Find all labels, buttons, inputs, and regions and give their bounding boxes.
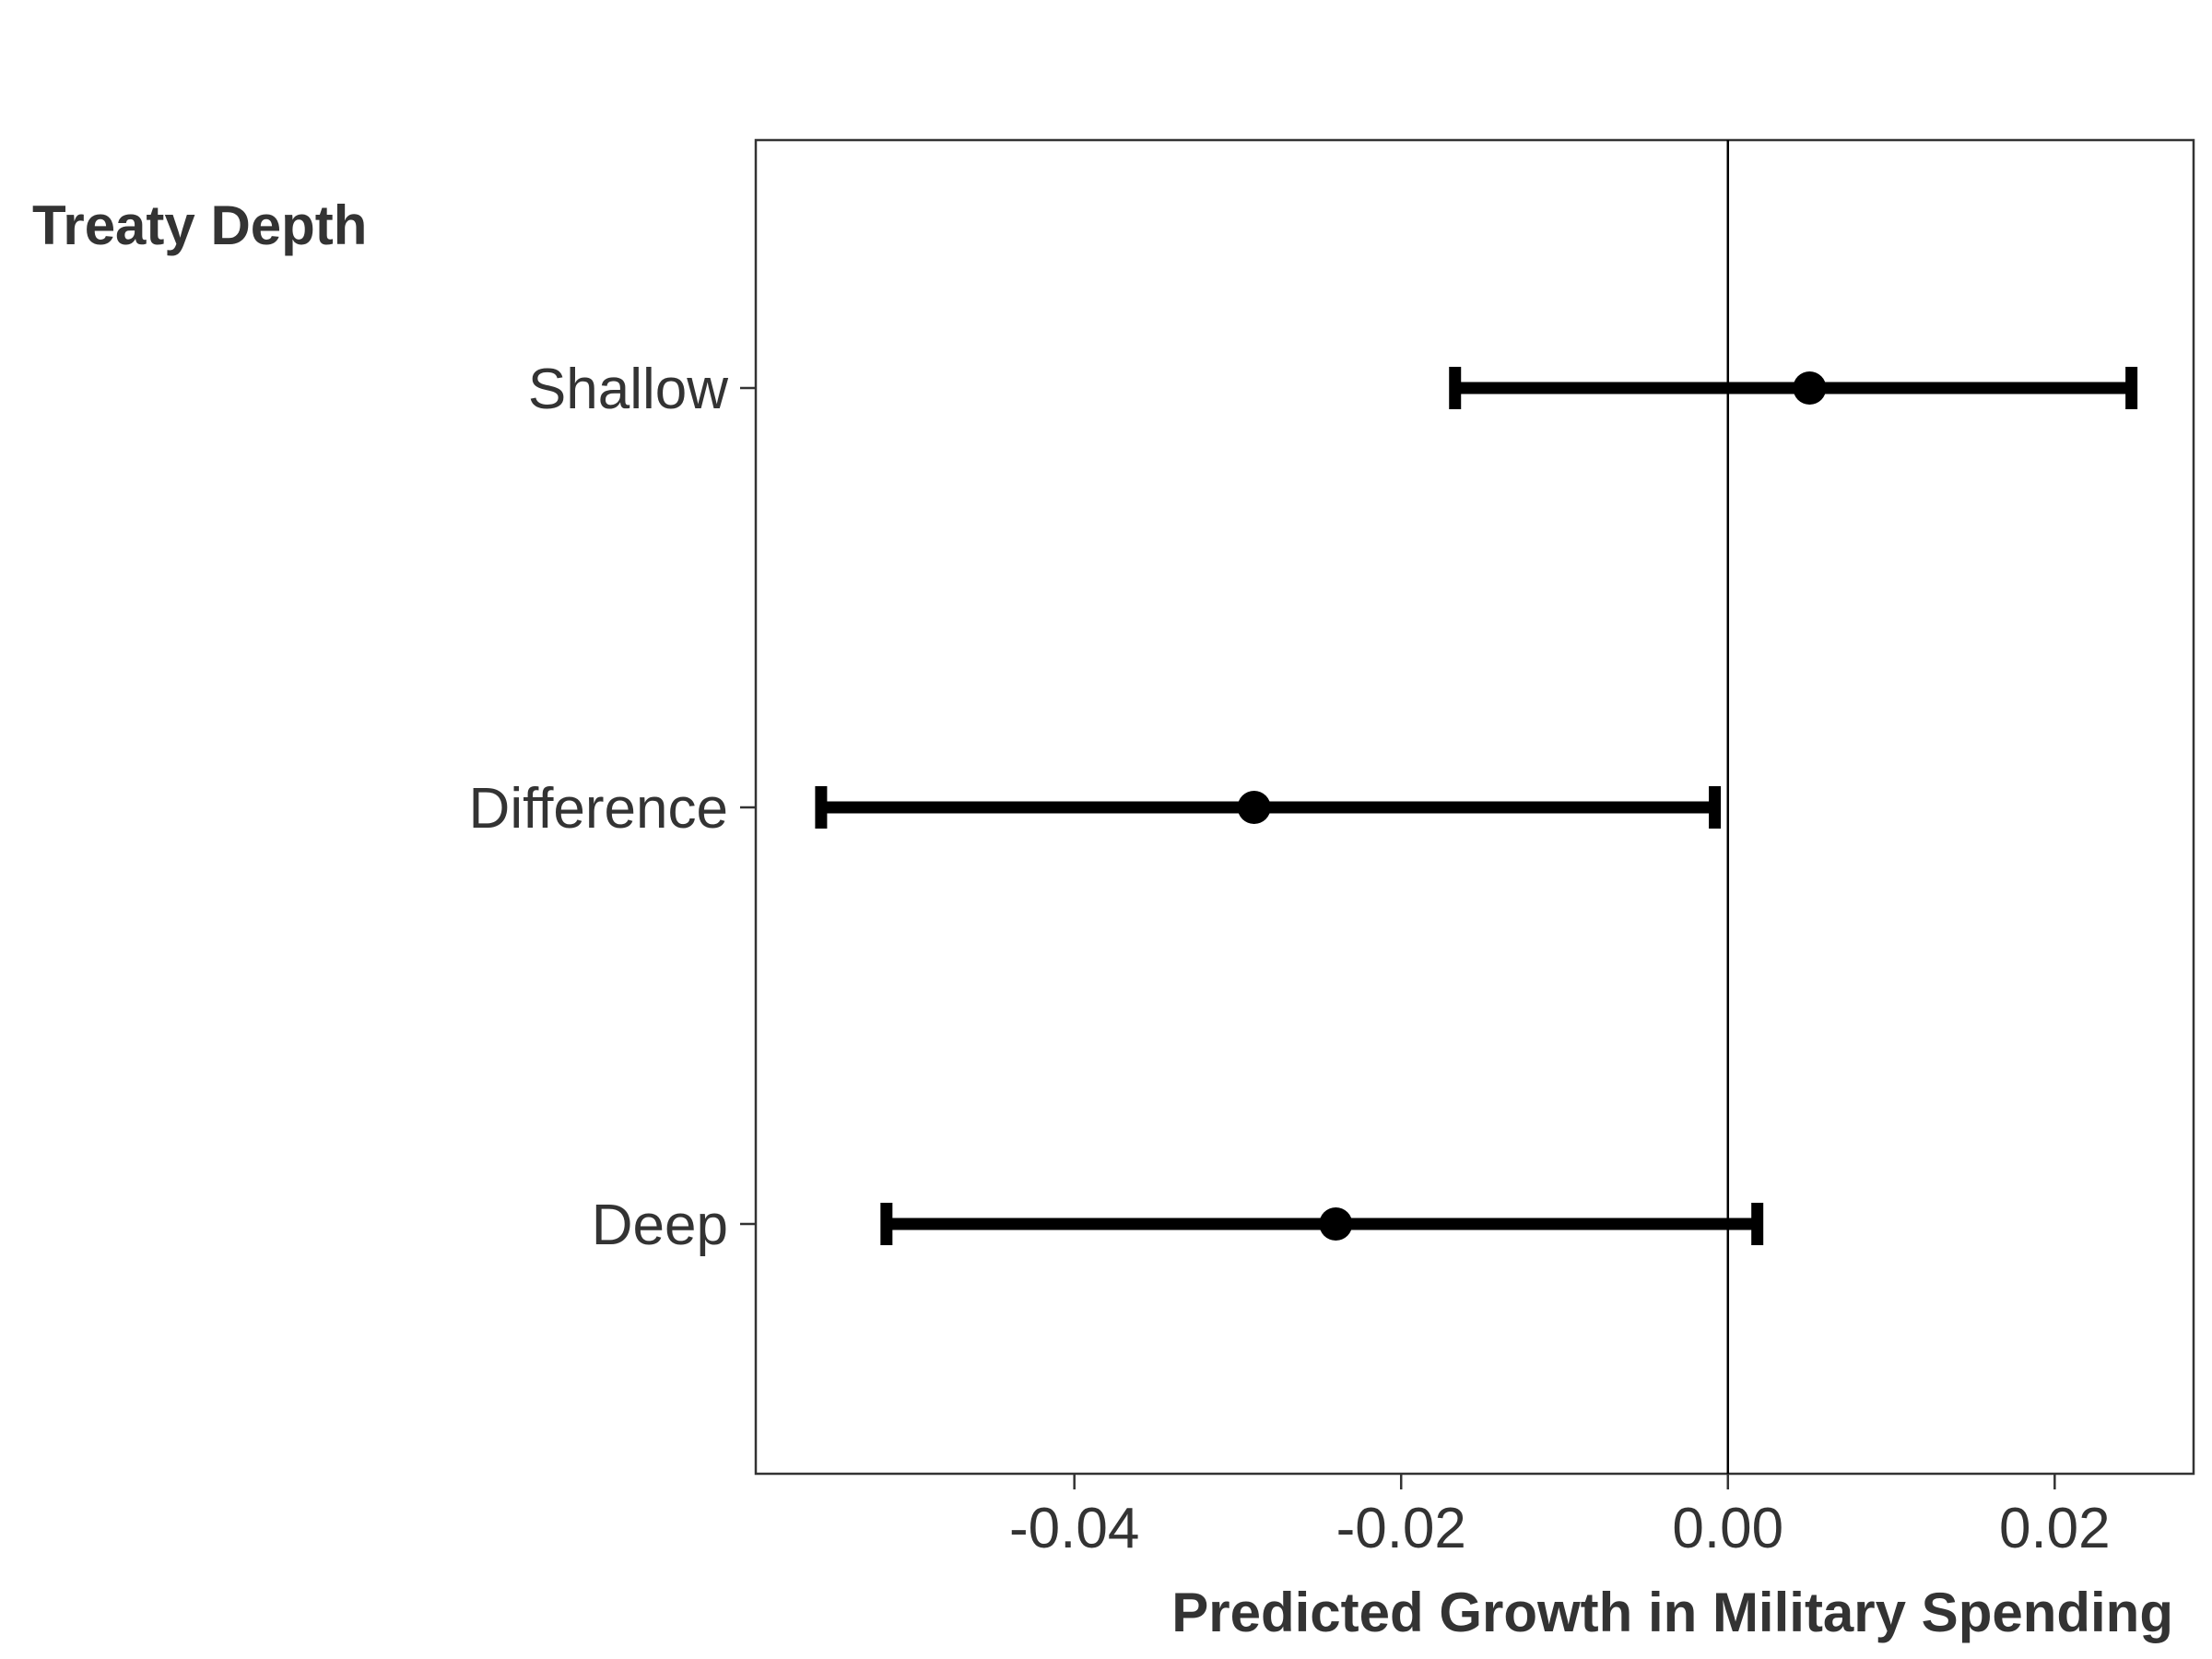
x-tick-label: -0.02 — [1336, 1497, 1466, 1560]
point-estimate — [1237, 791, 1271, 824]
x-axis: -0.04 -0.02 0.00 0.02 — [1009, 1474, 2111, 1560]
y-tick-label: Deep — [592, 1194, 728, 1257]
point-estimate — [1319, 1207, 1353, 1241]
y-tick-label: Difference — [469, 777, 728, 841]
y-axis-title: Treaty Depth — [32, 194, 367, 256]
x-tick-label: 0.02 — [1999, 1497, 2111, 1560]
x-axis-title: Predicted Growth in Military Spending — [1171, 1582, 2173, 1643]
y-tick-label: Shallow — [528, 358, 728, 421]
y-axis: Shallow Difference Deep — [469, 358, 756, 1257]
point-estimate — [1793, 371, 1827, 405]
x-tick-label: -0.04 — [1009, 1497, 1139, 1560]
chart-marks — [815, 140, 2138, 1474]
x-tick-label: 0.00 — [1672, 1497, 1783, 1560]
